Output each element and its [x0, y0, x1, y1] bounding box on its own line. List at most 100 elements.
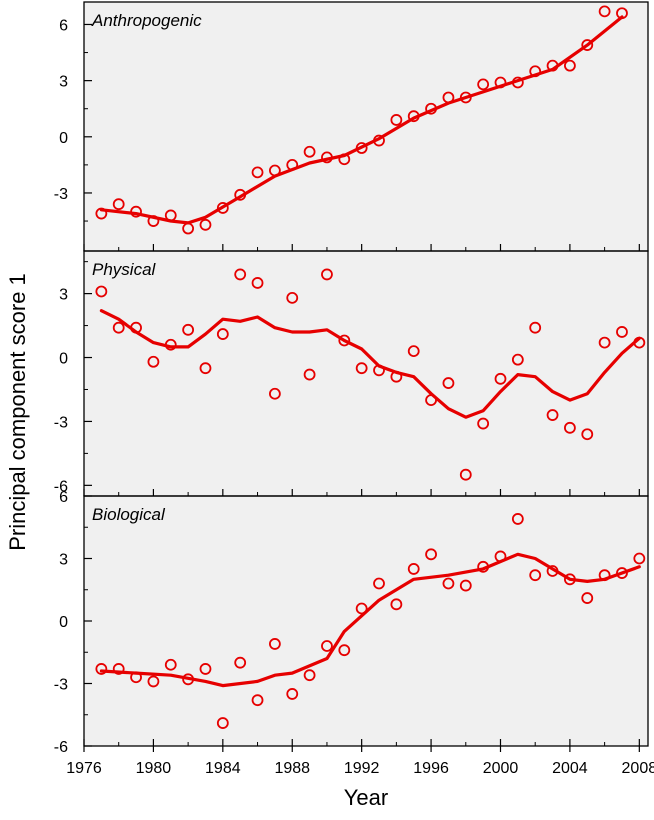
biological-data-point [494, 550, 507, 563]
anthropogenic-data-point [216, 202, 229, 214]
physical-data-point [234, 268, 247, 281]
y-tick-label: -3 [54, 414, 68, 431]
biological-data-point [581, 592, 594, 604]
physical-panel-title: Physical [92, 260, 157, 279]
anthropogenic-data-point [303, 145, 316, 158]
physical-data-point [633, 336, 646, 349]
anthropogenic-data-point [511, 76, 524, 89]
y-tick-label: 0 [59, 130, 68, 147]
y-tick-label: 3 [59, 552, 68, 569]
biological-data-point [164, 658, 177, 671]
anthropogenic-data-point [494, 76, 507, 89]
panel-background [84, 2, 648, 251]
physical-data-point [616, 326, 628, 338]
x-tick-label: 1988 [274, 760, 310, 777]
biological-data-point [546, 565, 559, 577]
x-axis-title: Year [344, 785, 388, 810]
y-tick-label: -6 [54, 478, 68, 495]
y-tick-label: 0 [59, 614, 68, 631]
biological-data-point [529, 569, 542, 582]
anthropogenic-data-point [477, 78, 490, 91]
physical-data-point [199, 362, 212, 375]
biological-panel-title: Biological [92, 505, 166, 524]
biological-data-point [511, 513, 524, 525]
biological-data-point [216, 717, 229, 729]
anthropogenic-data-point [268, 164, 281, 177]
biological-data-point [407, 563, 420, 575]
physical-data-point [112, 321, 125, 334]
physical-data-point [373, 364, 385, 377]
anthropogenic-data-point [130, 205, 142, 218]
physical-data-point [390, 370, 403, 383]
physical-data-point [564, 421, 576, 434]
anthropogenic-data-point [407, 110, 420, 123]
biological-data-point [130, 671, 142, 684]
physical-data-point [286, 291, 299, 304]
biological-data-point [373, 577, 385, 590]
biological-data-point [616, 567, 628, 579]
anthropogenic-data-point [112, 198, 125, 211]
anthropogenic-data-point [581, 39, 594, 51]
physical-data-point [494, 372, 507, 385]
physical-data-point [442, 377, 455, 389]
anthropogenic-data-point [564, 59, 576, 72]
x-tick-label: 1996 [413, 760, 449, 777]
biological-data-point [425, 548, 437, 561]
y-tick-label: -6 [54, 739, 68, 756]
anthropogenic-data-point [182, 222, 195, 235]
physical-data-point [477, 417, 490, 430]
physical-data-point [130, 321, 142, 334]
biological-data-point [112, 663, 125, 675]
biological-data-point [182, 673, 195, 686]
physical-data-point [355, 362, 368, 375]
biological-data-point [251, 694, 264, 707]
y-tick-label: 0 [59, 351, 68, 368]
physical-data-point [251, 277, 264, 289]
physical-data-point [425, 394, 437, 407]
anthropogenic-data-point [616, 7, 628, 20]
y-tick-label: 3 [59, 74, 68, 91]
anthropogenic-data-point [286, 158, 299, 171]
anthropogenic-data-point [234, 188, 247, 201]
anthropogenic-data-point [459, 91, 472, 104]
x-tick-label: 2000 [483, 760, 519, 777]
y-tick-label: 6 [59, 489, 68, 506]
physical-data-point [303, 368, 316, 381]
y-tick-label: 3 [59, 287, 68, 304]
physical-data-point [268, 387, 281, 400]
biological-data-point [321, 640, 333, 652]
physical-data-point [164, 338, 177, 351]
biological-data-point [234, 656, 247, 669]
x-tick-label: 1992 [344, 760, 380, 777]
physical-data-point [95, 285, 108, 298]
biological-data-point [95, 663, 108, 675]
y-tick-label: -3 [54, 186, 68, 203]
physical-data-point [182, 323, 195, 336]
physical-data-point [511, 353, 524, 366]
anthropogenic-data-point [355, 142, 368, 154]
anthropogenic-data-point [147, 215, 160, 227]
panel-frame [83, 495, 649, 747]
y-axis-title: Principal component score 1 [5, 273, 30, 551]
y-tick-label: 6 [59, 17, 68, 34]
biological-data-point [338, 644, 351, 657]
anthropogenic-data-point [546, 59, 559, 72]
biological-data-point [390, 598, 403, 611]
biological-data-point [303, 669, 316, 682]
anthropogenic-panel-title: Anthropogenic [91, 11, 202, 30]
biological-data-point [147, 675, 160, 688]
y-tick-label: -3 [54, 677, 68, 694]
anthropogenic-trend-line [99, 15, 624, 225]
physical-data-point [147, 355, 160, 368]
anthropogenic-data-point [95, 207, 108, 220]
physical-data-point [407, 345, 420, 358]
physical-data-point [338, 334, 351, 347]
biological-data-point [268, 638, 281, 650]
x-tick-label: 1976 [66, 760, 102, 777]
anthropogenic-data-point [390, 114, 403, 126]
anthropogenic-data-point [199, 218, 212, 231]
anthropogenic-data-point [338, 153, 351, 166]
physical-data-point [459, 468, 472, 481]
anthropogenic-data-point [164, 209, 177, 222]
